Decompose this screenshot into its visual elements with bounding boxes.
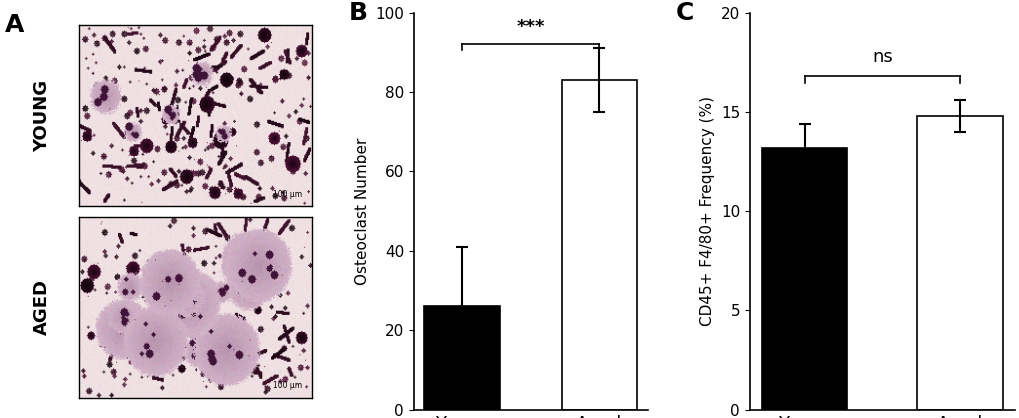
Text: C: C (675, 1, 693, 25)
Text: ns: ns (871, 48, 892, 66)
Y-axis label: Osteoclast Number: Osteoclast Number (355, 138, 369, 285)
Text: 100 μm: 100 μm (273, 382, 303, 390)
Bar (761, 148, 847, 410)
Bar (424, 306, 499, 410)
Text: AGED: AGED (34, 279, 51, 335)
Text: ***: *** (516, 18, 544, 36)
Y-axis label: CD45+ F4/80+ Frequency (%): CD45+ F4/80+ Frequency (%) (700, 96, 714, 326)
Text: A: A (5, 13, 24, 36)
Bar (916, 116, 1002, 410)
Bar (561, 80, 637, 410)
Text: 100 μm: 100 μm (273, 190, 303, 199)
Text: B: B (348, 1, 367, 25)
Text: YOUNG: YOUNG (34, 80, 51, 152)
